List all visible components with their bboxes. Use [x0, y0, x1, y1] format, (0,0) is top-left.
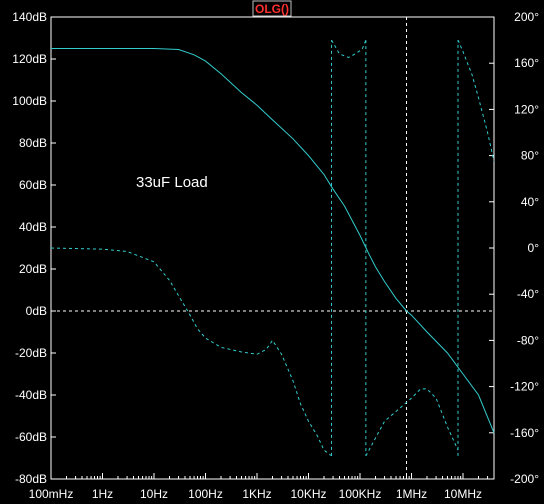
right-tick-label: 40°: [521, 195, 539, 209]
phase-trace: [50, 247, 332, 457]
phase-trace: [365, 388, 459, 457]
magnitude-trace: [51, 48, 495, 433]
phase-trace: [457, 39, 495, 162]
bottom-tick-label: 100Hz: [188, 487, 223, 501]
right-tick-label: 80°: [521, 149, 539, 163]
left-tick-label: 0dB: [26, 304, 47, 318]
right-axis-ticks: 200° 160° 120° 80° 40° 0° -40° -80° -120° -160° -2…: [489, 10, 539, 486]
left-tick-label: -40dB: [15, 388, 47, 402]
bottom-tick-label: 1MHz: [396, 487, 427, 501]
trace-name-box[interactable]: [252, 0, 292, 17]
phase-trace: [331, 39, 367, 58]
left-axis-ticks: 140dB 120dB 100dB 80dB 60dB 40dB 20dB 0dB -20dB -…: [12, 10, 56, 486]
bottom-tick-label: 100mHz: [29, 487, 74, 501]
load-annotation: 33uF Load: [136, 174, 208, 191]
bottom-tick-label: 10KHz: [290, 487, 326, 501]
right-tick-label: 200°: [514, 10, 539, 24]
right-tick-label: 120°: [514, 102, 539, 116]
left-tick-label: -80dB: [15, 472, 47, 486]
right-tick-label: 0°: [528, 241, 540, 255]
bottom-axis-ticks: 100mHz 1Hz 10Hz 100Hz 1KHz 10KHz 100KHz 1MHz 10M…: [29, 473, 495, 501]
bottom-tick-label: 10Hz: [140, 487, 168, 501]
bottom-tick-label: 10MHz: [444, 487, 482, 501]
left-tick-label: -60dB: [15, 430, 47, 444]
right-tick-label: 160°: [514, 56, 539, 70]
right-tick-label: -120°: [510, 380, 539, 394]
right-tick-label: -80°: [517, 333, 539, 347]
left-tick-label: 100dB: [12, 94, 47, 108]
left-tick-label: 140dB: [12, 10, 47, 24]
left-tick-label: 40dB: [19, 220, 47, 234]
left-tick-label: 60dB: [19, 178, 47, 192]
traces: [50, 39, 495, 457]
bottom-tick-label: 100KHz: [339, 487, 382, 501]
right-tick-label: -160°: [510, 426, 539, 440]
trace-title-group[interactable]: OLG(): [252, 0, 292, 17]
left-tick-label: 120dB: [12, 52, 47, 66]
right-tick-label: -40°: [517, 287, 539, 301]
left-tick-label: 20dB: [19, 262, 47, 276]
left-tick-label: 80dB: [19, 136, 47, 150]
bottom-tick-label: 1KHz: [242, 487, 271, 501]
left-tick-label: -20dB: [15, 346, 47, 360]
trace-name[interactable]: OLG(): [255, 2, 289, 16]
right-tick-label: -200°: [510, 472, 539, 486]
bottom-tick-label: 1Hz: [92, 487, 113, 501]
